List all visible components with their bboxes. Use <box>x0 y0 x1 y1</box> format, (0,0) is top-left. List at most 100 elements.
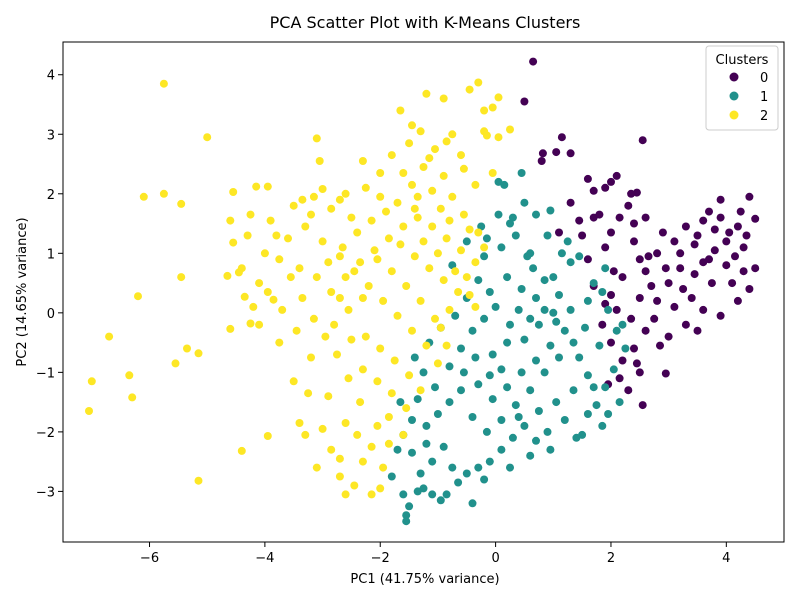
data-point <box>624 201 633 210</box>
data-point <box>630 219 638 228</box>
data-point <box>552 148 561 157</box>
data-point <box>347 335 356 344</box>
data-point <box>679 285 688 293</box>
data-point <box>436 323 445 332</box>
data-point <box>488 169 497 177</box>
data-point <box>439 94 448 103</box>
data-point <box>361 332 370 341</box>
data-point <box>480 475 489 484</box>
data-point <box>255 320 264 329</box>
y-tick-label: 3 <box>47 128 55 143</box>
data-point <box>618 273 627 282</box>
data-point <box>335 252 344 261</box>
data-point <box>134 292 142 301</box>
data-point <box>399 490 408 499</box>
data-point <box>650 314 659 323</box>
data-point <box>517 368 526 377</box>
data-point <box>595 341 604 350</box>
y-tick-label: −1 <box>36 366 55 381</box>
data-point <box>494 210 503 219</box>
legend-title: Clusters <box>716 53 769 68</box>
data-point <box>335 472 344 481</box>
data-point <box>517 285 526 293</box>
data-point <box>537 157 546 165</box>
data-point <box>341 490 350 499</box>
data-point <box>612 305 621 314</box>
data-point <box>318 185 327 193</box>
data-point <box>520 198 529 207</box>
data-point <box>367 216 376 225</box>
data-point <box>465 225 474 234</box>
data-point <box>538 149 547 158</box>
data-point <box>451 267 460 276</box>
data-point <box>234 268 243 277</box>
data-point <box>480 314 489 323</box>
data-point <box>641 326 650 335</box>
data-point <box>448 130 457 139</box>
data-point <box>327 445 336 454</box>
data-point <box>384 439 393 448</box>
data-point <box>566 258 575 267</box>
data-point <box>517 169 526 177</box>
x-ticks: −6 −4 −2 0 2 4 <box>140 542 730 566</box>
data-point <box>387 267 396 276</box>
data-point <box>664 332 673 341</box>
data-point <box>428 186 437 195</box>
data-point <box>448 192 457 201</box>
data-point <box>500 180 509 189</box>
data-point <box>442 490 451 499</box>
data-point <box>275 255 284 264</box>
data-point <box>128 393 137 402</box>
data-point <box>638 401 647 410</box>
data-point <box>177 273 186 282</box>
data-point <box>488 350 497 359</box>
data-point <box>263 182 272 191</box>
data-point <box>474 463 483 472</box>
data-point <box>373 377 382 386</box>
data-point <box>471 180 480 189</box>
data-point <box>604 305 613 314</box>
data-point <box>745 285 754 293</box>
data-point <box>465 85 474 94</box>
data-point <box>488 103 497 112</box>
data-point <box>583 410 592 418</box>
data-point <box>751 214 760 223</box>
data-point <box>658 228 667 237</box>
data-point <box>534 407 543 415</box>
data-point <box>445 305 454 314</box>
data-point <box>272 231 281 240</box>
legend-item: 2 <box>729 109 768 124</box>
data-point <box>410 353 419 362</box>
data-point <box>529 264 538 273</box>
data-point <box>664 279 673 288</box>
data-point <box>549 273 558 282</box>
legend: Clusters 0 1 2 <box>705 45 779 131</box>
data-point <box>405 139 414 148</box>
data-point <box>751 264 760 273</box>
data-point <box>575 353 584 362</box>
data-point <box>301 222 310 231</box>
data-point <box>431 145 439 154</box>
data-point <box>560 416 569 424</box>
data-point <box>425 264 434 273</box>
data-point <box>428 490 437 499</box>
data-point <box>384 413 393 421</box>
data-point <box>237 446 246 455</box>
data-point <box>356 258 365 267</box>
data-point <box>416 386 425 395</box>
data-point <box>373 421 382 430</box>
data-point <box>592 401 601 410</box>
data-point <box>125 371 134 380</box>
data-point <box>552 398 561 407</box>
data-point <box>275 338 284 347</box>
data-point <box>601 383 610 392</box>
data-point <box>745 192 754 201</box>
data-point <box>240 292 249 301</box>
data-point <box>263 432 272 440</box>
data-point <box>739 267 748 276</box>
data-point <box>159 189 168 198</box>
data-point <box>229 188 238 196</box>
data-point <box>716 213 725 222</box>
data-point <box>583 371 592 380</box>
data-point <box>569 338 578 347</box>
